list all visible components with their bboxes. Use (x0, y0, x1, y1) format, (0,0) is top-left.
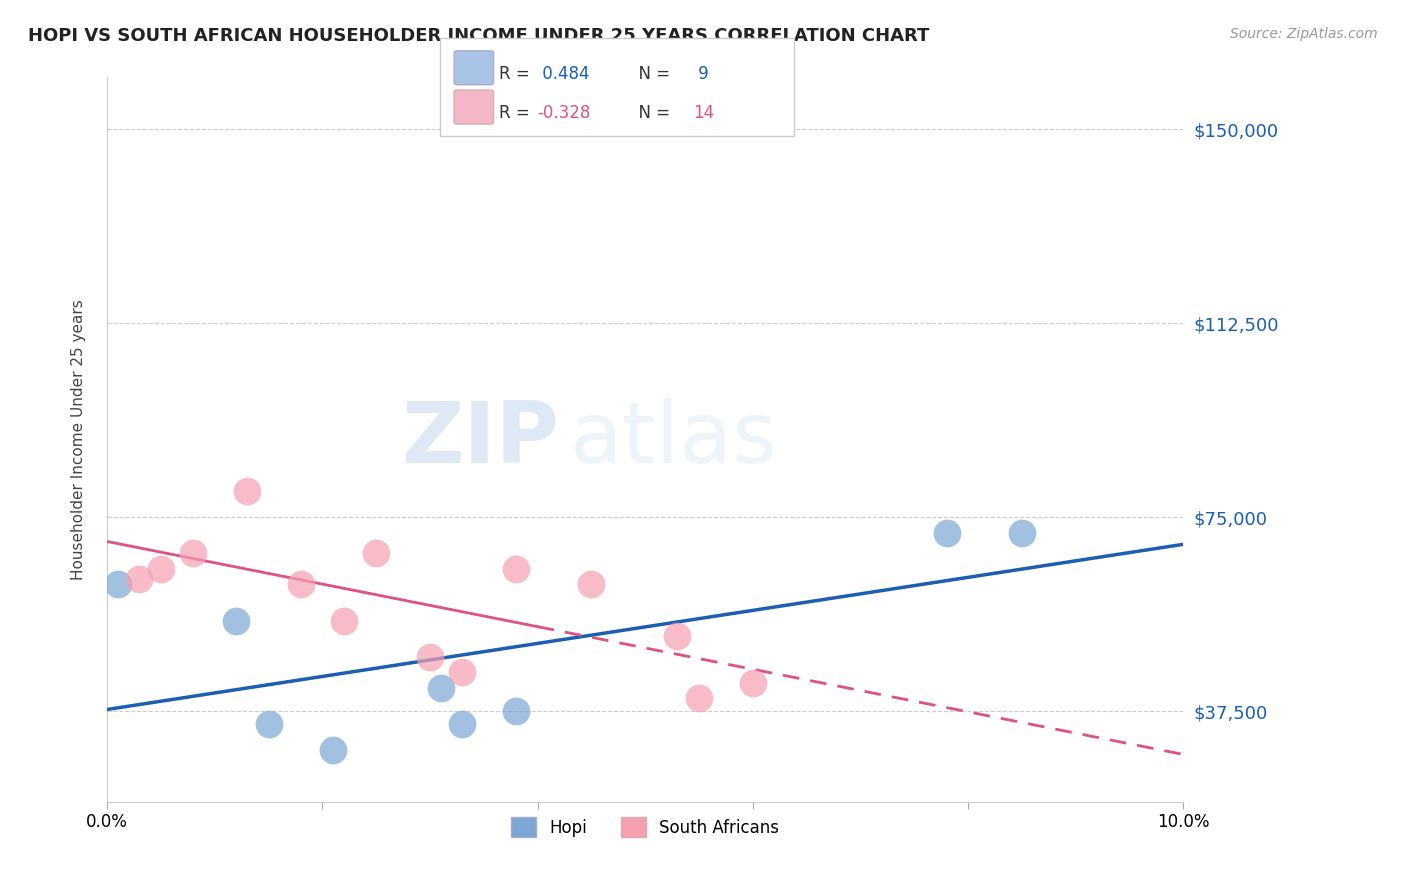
Point (666, 629, 689, 643)
Text: R =: R = (499, 104, 536, 122)
Point (505, 562, 527, 576)
Point (741, 675, 763, 690)
Legend: Hopi, South Africans: Hopi, South Africans (505, 810, 786, 844)
Point (451, 717, 474, 731)
Text: Source: ZipAtlas.com: Source: ZipAtlas.com (1230, 27, 1378, 41)
Point (429, 681, 451, 695)
Point (581, 577, 603, 591)
Point (366, 546, 388, 560)
Text: ZIP: ZIP (401, 398, 560, 481)
Point (322, 743, 344, 757)
Point (505, 704, 527, 718)
Point (107, 577, 129, 591)
Point (333, 614, 356, 628)
Point (290, 577, 312, 591)
Text: 9: 9 (693, 65, 709, 83)
Text: 0.484: 0.484 (537, 65, 589, 83)
Text: R =: R = (499, 65, 536, 83)
Text: 14: 14 (693, 104, 714, 122)
Point (181, 546, 204, 560)
Y-axis label: Householder Income Under 25 years: Householder Income Under 25 years (72, 299, 86, 580)
Text: atlas: atlas (569, 398, 778, 481)
Text: HOPI VS SOUTH AFRICAN HOUSEHOLDER INCOME UNDER 25 YEARS CORRELATION CHART: HOPI VS SOUTH AFRICAN HOUSEHOLDER INCOME… (28, 27, 929, 45)
Text: N =: N = (628, 65, 676, 83)
Text: N =: N = (628, 104, 676, 122)
Point (225, 614, 247, 628)
Point (1011, 525, 1033, 540)
Point (451, 665, 474, 680)
Text: -0.328: -0.328 (537, 104, 591, 122)
Point (935, 525, 957, 540)
Point (419, 649, 441, 664)
Point (688, 691, 710, 706)
Point (257, 717, 280, 731)
Point (128, 572, 150, 586)
Point (149, 562, 172, 576)
Point (236, 484, 259, 499)
